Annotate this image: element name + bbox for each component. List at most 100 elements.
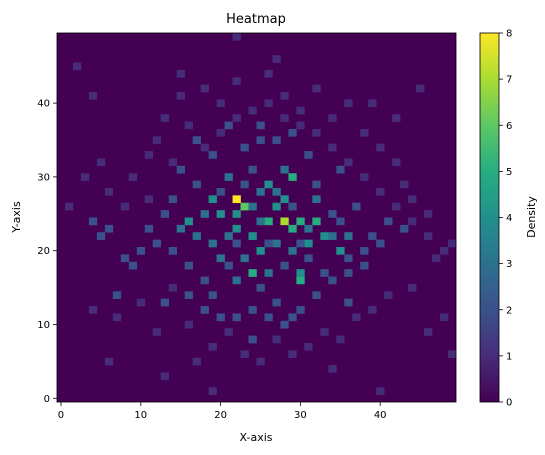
heatmap-cell: [240, 350, 249, 359]
heatmap-cell: [264, 239, 273, 248]
heatmap-cell: [296, 276, 305, 285]
heatmap-cell: [360, 261, 369, 270]
heatmap-cell: [168, 283, 177, 292]
heatmap-cell: [368, 99, 377, 108]
heatmap-cell: [328, 114, 337, 122]
heatmap-cell: [208, 342, 217, 351]
heatmap-cell: [112, 313, 122, 322]
heatmap-cell: [440, 247, 449, 255]
colorbar-tick-label: 3: [506, 259, 512, 270]
heatmap-cell: [424, 328, 433, 336]
heatmap-cell: [256, 283, 265, 292]
heatmap-cell: [232, 114, 241, 122]
heatmap-cell: [216, 210, 225, 218]
heatmap-cell: [240, 254, 249, 263]
heatmap-cell: [320, 232, 329, 240]
heatmap-cell: [104, 224, 114, 233]
heatmap-cell: [144, 195, 154, 204]
heatmap-cell: [368, 232, 377, 240]
heatmap-cell: [320, 269, 329, 277]
heatmap-cell: [376, 187, 385, 196]
heatmap-cell: [264, 180, 273, 189]
heatmap-cell: [344, 254, 353, 263]
heatmap-cell: [216, 254, 225, 263]
heatmap-cell: [296, 106, 305, 115]
colorbar-tick-label: 7: [506, 75, 512, 86]
heatmap-cell: [184, 320, 193, 329]
heatmap-cell: [288, 247, 297, 255]
colorbar-tick-label: 6: [506, 121, 512, 132]
heatmap-cell: [248, 232, 257, 240]
heatmap-cell: [232, 33, 241, 41]
heatmap-cell: [240, 143, 249, 152]
heatmap-cell: [112, 291, 122, 299]
colorbar-tick-label: 5: [506, 167, 512, 178]
heatmap-cell: [232, 276, 241, 285]
heatmap-cell: [288, 313, 297, 322]
heatmap-cell: [288, 350, 297, 359]
heatmap-cell: [216, 99, 225, 108]
heatmap-cell: [184, 121, 193, 130]
x-tick-label: 30: [294, 410, 307, 421]
heatmap-cell: [328, 276, 337, 285]
heatmap-cell: [120, 254, 130, 263]
heatmap-cell: [232, 195, 241, 204]
heatmap-cell: [432, 254, 441, 263]
heatmap-cell: [296, 121, 305, 130]
colorbar: [479, 32, 500, 403]
y-tick-label: 0: [44, 394, 50, 405]
heatmap-cell: [184, 217, 193, 226]
colorbar-ticks: 0 1 2 3 4 5 6 7 8: [499, 29, 512, 409]
heatmap-cell: [312, 291, 321, 299]
heatmap-cell: [160, 114, 170, 122]
x-tick-label: 20: [214, 410, 227, 421]
heatmap-cell: [280, 261, 289, 270]
heatmap-cell: [312, 128, 321, 137]
heatmap-cell: [256, 136, 265, 144]
heatmap-cell: [232, 77, 241, 85]
heatmap-cell: [336, 165, 345, 174]
y-axis-ticks: 0 10 20 30 40: [37, 99, 57, 405]
plot-frame: [56, 32, 457, 403]
heatmap-cell: [352, 202, 361, 211]
heatmap-cell: [312, 84, 321, 93]
heatmap-cell: [192, 136, 201, 144]
heatmap-cell: [256, 217, 265, 226]
y-axis-label: Y-axis: [10, 201, 23, 234]
heatmap-cell: [288, 224, 297, 233]
heatmap-cell: [192, 232, 201, 240]
heatmap-cell: [312, 195, 321, 204]
heatmap-cell: [88, 217, 98, 226]
heatmap-cell: [136, 247, 146, 255]
heatmap-cell: [200, 210, 209, 218]
heatmap-cell: [80, 173, 90, 181]
heatmap-cell: [248, 202, 257, 211]
heatmap-cell: [192, 180, 201, 189]
heatmap-cell: [392, 202, 401, 211]
plot-area: [57, 33, 457, 402]
heatmap-cell: [208, 151, 217, 159]
heatmap-cell: [248, 335, 257, 344]
x-tick-label: 10: [134, 410, 147, 421]
y-tick-label: 40: [37, 99, 50, 110]
heatmap-cell: [216, 128, 225, 137]
heatmap-cell: [176, 224, 185, 233]
heatmap-cell: [328, 365, 337, 373]
y-tick-label: 20: [37, 246, 50, 257]
heatmap-cell: [248, 106, 257, 115]
heatmap-cell: [448, 239, 457, 248]
heatmap-cell: [232, 210, 241, 218]
heatmap-cell: [344, 158, 353, 167]
heatmap-cell: [344, 298, 353, 307]
heatmap-cell: [88, 92, 98, 100]
heatmap-cell: [216, 313, 225, 322]
heatmap-cell: [208, 291, 217, 299]
heatmap-cell: [264, 269, 273, 277]
heatmap-cell: [304, 239, 313, 248]
heatmap-cell: [304, 224, 313, 233]
heatmap-cell: [296, 269, 305, 277]
heatmap-cell: [424, 232, 433, 240]
heatmap-cell: [136, 298, 146, 307]
heatmap-cell: [336, 335, 345, 344]
